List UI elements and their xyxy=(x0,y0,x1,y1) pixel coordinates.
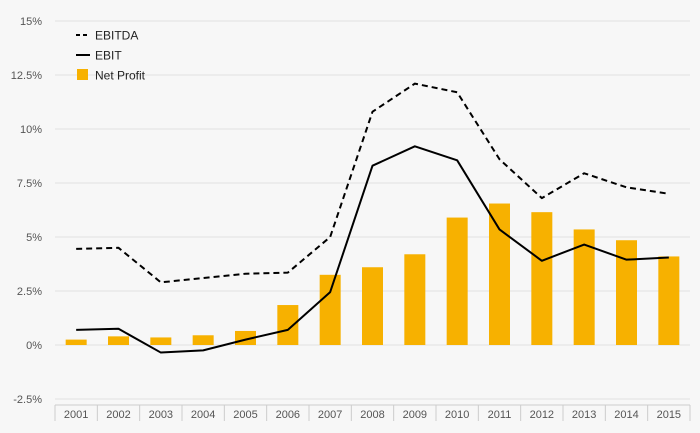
net-profit-bar xyxy=(108,336,129,345)
y-tick-label: 0% xyxy=(26,340,42,352)
net-profit-bar xyxy=(531,212,553,345)
y-tick-label: -2.5% xyxy=(13,394,42,406)
x-tick-label: 2001 xyxy=(64,409,88,421)
y-tick-label: 12.5% xyxy=(11,70,42,82)
net-profit-bar xyxy=(616,240,637,345)
net-profit-bar xyxy=(65,339,87,345)
net-profit-bar xyxy=(446,217,468,345)
legend-swatch-net-profit xyxy=(77,69,88,80)
x-tick-label: 2015 xyxy=(657,409,681,421)
net-profit-bar xyxy=(658,256,680,345)
line-series xyxy=(76,82,669,354)
net-profit-bar xyxy=(319,274,341,345)
y-tick-label: 10% xyxy=(20,124,42,136)
x-tick-label: 2003 xyxy=(149,409,173,421)
net-profit-bar xyxy=(404,254,426,345)
net-profit-bar xyxy=(192,335,214,345)
y-tick-label: 15% xyxy=(20,16,42,28)
x-tick-label: 2010 xyxy=(445,409,469,421)
legend-label-ebit: EBIT xyxy=(95,49,122,63)
legend-label-ebitda: EBITDA xyxy=(95,29,138,43)
x-tick-label: 2009 xyxy=(403,409,427,421)
x-tick-label: 2011 xyxy=(488,409,512,421)
net-profit-bar xyxy=(489,203,510,345)
x-tick-label: 2014 xyxy=(614,409,638,421)
x-tick-label: 2007 xyxy=(318,409,342,421)
y-tick-label: 2.5% xyxy=(17,286,42,298)
net-profit-bar xyxy=(150,337,172,345)
x-tick-label: 2004 xyxy=(191,409,215,421)
x-tick-label: 2005 xyxy=(233,409,257,421)
y-axis-ticks: -2.5% 0% 2.5% 5% 7.5% 10% 12.5% 15% xyxy=(11,16,42,406)
x-tick-label: 2008 xyxy=(360,409,384,421)
x-axis: 2001 2002 2003 2004 2005 2006 2007 2008 2009 2010… xyxy=(54,404,691,421)
x-tick-label: 2012 xyxy=(530,409,554,421)
x-tick-label: 2002 xyxy=(106,409,130,421)
x-tick-label: 2013 xyxy=(572,409,596,421)
x-tick-label: 2006 xyxy=(276,409,300,421)
net-profit-bar xyxy=(277,305,299,345)
y-tick-label: 5% xyxy=(26,232,42,244)
net-profit-bars xyxy=(65,203,680,345)
ebitda-line xyxy=(76,82,669,284)
y-tick-label: 7.5% xyxy=(17,178,42,190)
net-profit-bar xyxy=(362,267,383,345)
legend: EBITDA EBIT Net Profit xyxy=(76,29,146,83)
legend-label-net-profit: Net Profit xyxy=(95,69,146,83)
net-profit-bar xyxy=(573,229,595,345)
ebit-line xyxy=(76,145,669,354)
